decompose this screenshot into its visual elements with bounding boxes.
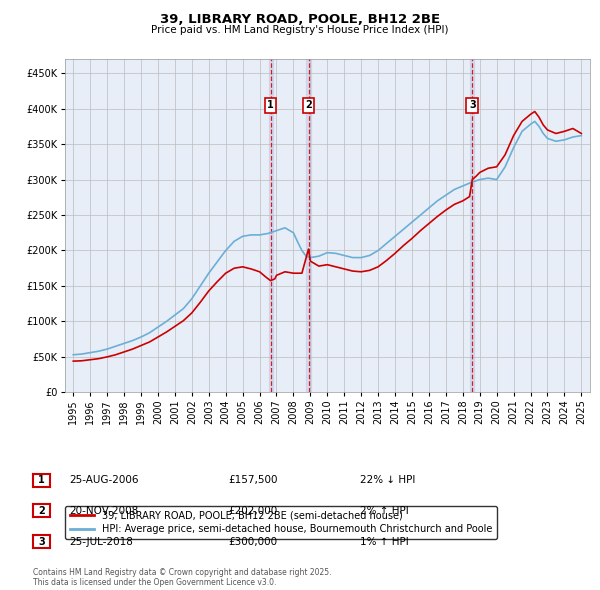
Text: 3: 3 (38, 537, 45, 546)
Text: 1: 1 (267, 100, 274, 110)
Text: 3: 3 (469, 100, 476, 110)
Text: 20-NOV-2008: 20-NOV-2008 (69, 506, 138, 516)
Text: £300,000: £300,000 (228, 537, 277, 546)
Text: Contains HM Land Registry data © Crown copyright and database right 2025.
This d: Contains HM Land Registry data © Crown c… (33, 568, 331, 587)
Legend: 39, LIBRARY ROAD, POOLE, BH12 2BE (semi-detached house), HPI: Average price, sem: 39, LIBRARY ROAD, POOLE, BH12 2BE (semi-… (65, 506, 497, 539)
Text: 2% ↑ HPI: 2% ↑ HPI (360, 506, 409, 516)
Bar (470, 59, 474, 392)
Text: 25-AUG-2006: 25-AUG-2006 (69, 476, 139, 485)
Text: £157,500: £157,500 (228, 476, 277, 485)
Bar (307, 59, 311, 392)
Text: £202,000: £202,000 (228, 506, 277, 516)
Text: 25-JUL-2018: 25-JUL-2018 (69, 537, 133, 546)
Text: 1: 1 (38, 476, 45, 485)
Text: 22% ↓ HPI: 22% ↓ HPI (360, 476, 415, 485)
Text: 1% ↑ HPI: 1% ↑ HPI (360, 537, 409, 546)
Text: Price paid vs. HM Land Registry's House Price Index (HPI): Price paid vs. HM Land Registry's House … (151, 25, 449, 35)
Text: 39, LIBRARY ROAD, POOLE, BH12 2BE: 39, LIBRARY ROAD, POOLE, BH12 2BE (160, 13, 440, 26)
Text: 2: 2 (305, 100, 312, 110)
Text: 2: 2 (38, 506, 45, 516)
Bar (269, 59, 272, 392)
